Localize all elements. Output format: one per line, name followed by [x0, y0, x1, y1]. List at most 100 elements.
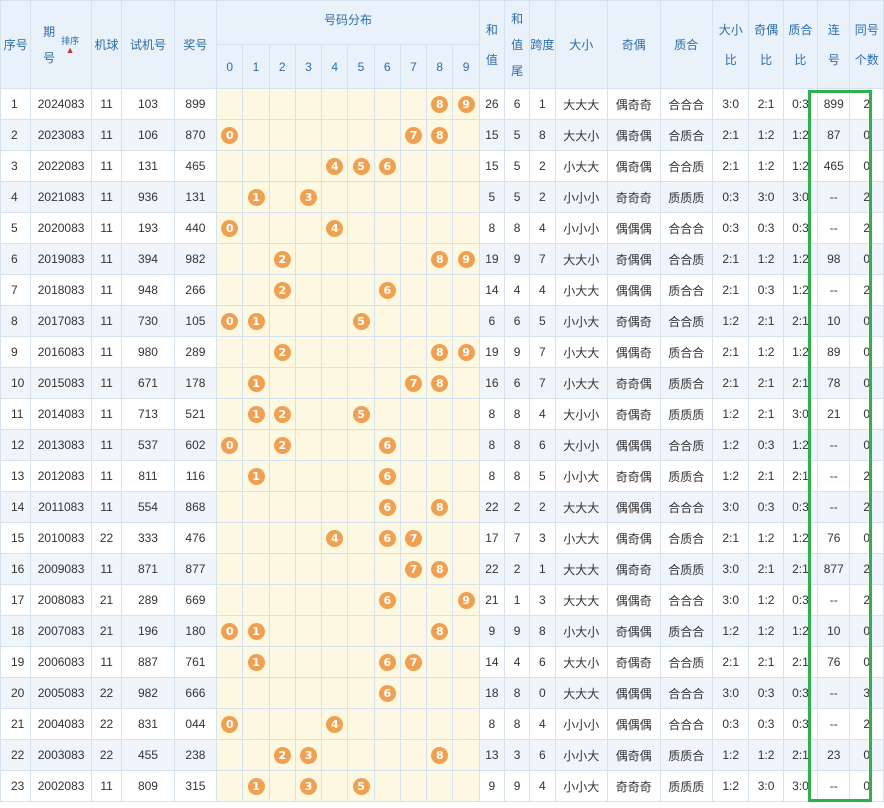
prize-cell: 602 [173, 429, 218, 461]
trial-cell: 671 [121, 367, 175, 399]
dist-cell-8: 8 [426, 336, 454, 368]
trial-cell: 289 [121, 584, 175, 616]
consecutive-cell: -- [817, 460, 851, 492]
oe-ratio-cell: 1:2 [748, 150, 784, 182]
machine-cell: 11 [90, 429, 123, 461]
dist-cell-2 [268, 367, 296, 399]
dist-cell-0 [216, 181, 244, 213]
dist-cell-7 [399, 212, 428, 244]
number-ball: 8 [431, 746, 449, 764]
period-cell: 2004083 [30, 708, 92, 740]
dist-cell-2 [268, 119, 296, 151]
consecutive-cell: 89 [817, 336, 851, 368]
machine-cell: 11 [90, 460, 123, 492]
dist-cell-1: 1 [242, 770, 270, 802]
period-cell: 2013083 [30, 429, 92, 461]
dist-cell-3 [294, 646, 323, 678]
dist-cell-5 [347, 243, 375, 275]
dist-cell-4 [321, 584, 349, 616]
dist-cell-6 [373, 367, 401, 399]
dist-cell-2 [268, 150, 296, 182]
sum-tail-cell: 8 [503, 429, 531, 461]
number-ball: 1 [247, 777, 265, 795]
sum-tail-cell: 8 [503, 460, 531, 492]
oe-ratio-cell: 3:0 [748, 770, 784, 802]
sort-arrow-icon[interactable]: ▲ [65, 45, 75, 55]
same-count-cell: 3 [849, 677, 884, 709]
dist-cell-3 [294, 212, 323, 244]
bigsmall-cell: 大小小 [554, 398, 609, 430]
dist-cell-8 [426, 677, 454, 709]
consecutive-cell: 10 [817, 305, 851, 337]
header-oe-ratio-line1: 奇偶 [754, 22, 779, 37]
dist-cell-7: 7 [399, 367, 428, 399]
header-pc-ratio-line1: 质合 [788, 22, 813, 37]
table-row: 19 2006083 11 887 761 1 6 7 14 4 6 大大小 奇偶奇 合合质 2:1 2:1 2… [0, 646, 884, 678]
number-ball: 1 [247, 374, 265, 392]
machine-cell: 11 [90, 770, 123, 802]
bs-ratio-cell: 3:0 [712, 88, 750, 120]
table-row: 17 2008083 21 289 669 6 9 21 1 3 大大大 偶偶奇 合合合 3:0 1:2 0:… [0, 584, 884, 616]
consecutive-cell: 78 [817, 367, 851, 399]
pc-ratio-cell: 0:3 [782, 677, 819, 709]
dist-cell-9 [452, 739, 480, 771]
pc-ratio-cell: 1:2 [782, 336, 819, 368]
dist-cell-6 [373, 336, 401, 368]
primecomp-cell: 合合合 [659, 708, 714, 740]
dist-cell-3 [294, 88, 323, 120]
table-row: 10 2015083 11 671 178 1 7 8 16 6 7 小大大 奇奇偶 质质合 2:1 2:1 2… [0, 367, 884, 399]
primecomp-cell: 质合合 [659, 274, 714, 306]
consecutive-cell: 76 [817, 522, 851, 554]
machine-cell: 22 [90, 522, 123, 554]
number-ball: 4 [326, 219, 344, 237]
machine-cell: 11 [90, 274, 123, 306]
header-bigsmall: 大小 [554, 0, 609, 89]
dist-cell-9 [452, 150, 480, 182]
primecomp-cell: 质质合 [659, 460, 714, 492]
sum-tail-cell: 9 [503, 336, 531, 368]
sum-tail-cell: 9 [503, 243, 531, 275]
same-count-cell: 2 [849, 553, 884, 585]
span-cell: 5 [529, 305, 556, 337]
header-sum: 和 值 [478, 0, 506, 89]
seq-cell: 16 [0, 553, 32, 585]
sum-cell: 19 [478, 243, 506, 275]
number-ball: 6 [378, 157, 396, 175]
dist-cell-2: 2 [268, 739, 296, 771]
dist-cell-0 [216, 336, 244, 368]
dist-cell-6 [373, 739, 401, 771]
header-period[interactable]: 期 号 排序 ▲ [30, 0, 92, 89]
dist-cell-4 [321, 367, 349, 399]
header-trial: 试机号 [121, 0, 175, 89]
trial-cell: 554 [121, 491, 175, 523]
span-cell: 4 [529, 398, 556, 430]
sort-control[interactable]: 排序 ▲ [61, 34, 79, 55]
oe-ratio-cell: 0:3 [748, 274, 784, 306]
pc-ratio-cell: 1:2 [782, 522, 819, 554]
oddeven-cell: 奇偶奇 [607, 305, 661, 337]
bigsmall-cell: 小大大 [554, 522, 609, 554]
header-digit-0: 0 [216, 44, 244, 89]
span-cell: 1 [529, 553, 556, 585]
number-ball: 8 [431, 374, 449, 392]
seq-cell: 6 [0, 243, 32, 275]
dist-cell-2 [268, 491, 296, 523]
period-cell: 2005083 [30, 677, 92, 709]
number-ball: 5 [352, 157, 370, 175]
dist-cell-4 [321, 677, 349, 709]
dist-cell-0 [216, 460, 244, 492]
dist-cell-8: 8 [426, 491, 454, 523]
bs-ratio-cell: 2:1 [712, 646, 750, 678]
dist-cell-7 [399, 429, 428, 461]
same-count-cell: 0 [849, 522, 884, 554]
bigsmall-cell: 小小小 [554, 212, 609, 244]
dist-cell-2: 2 [268, 398, 296, 430]
consecutive-cell: -- [817, 212, 851, 244]
primecomp-cell: 合合合 [659, 677, 714, 709]
bs-ratio-cell: 0:3 [712, 181, 750, 213]
header-bs-ratio-line2: 比 [724, 52, 737, 67]
dist-cell-8 [426, 584, 454, 616]
bs-ratio-cell: 2:1 [712, 150, 750, 182]
header-sum-tail: 和 值 尾 [503, 0, 531, 89]
sort-label[interactable]: 排序 [61, 36, 80, 46]
